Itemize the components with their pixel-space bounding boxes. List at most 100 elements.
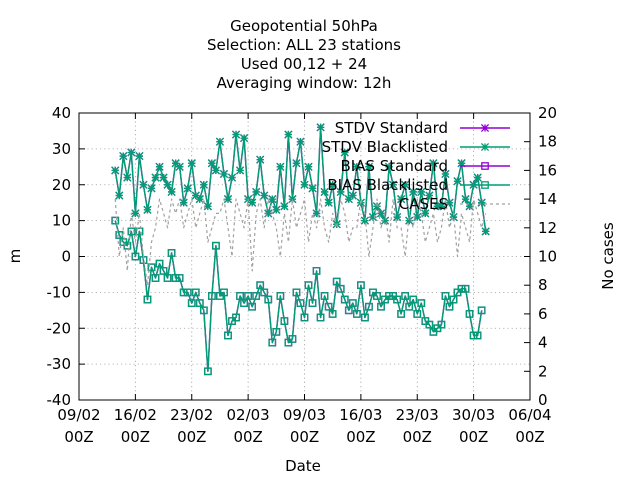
x-tick-label-time: 00Z xyxy=(515,428,544,446)
data-point xyxy=(340,295,349,304)
data-point xyxy=(405,216,414,225)
series-layer xyxy=(111,123,490,376)
data-point xyxy=(208,292,216,300)
data-point xyxy=(312,209,321,218)
data-point xyxy=(155,162,164,171)
data-point xyxy=(469,331,478,340)
data-point xyxy=(348,299,357,307)
data-point xyxy=(171,274,180,282)
y2-tick-label: 10 xyxy=(538,248,557,266)
data-point xyxy=(115,191,124,200)
y-tick-label: 40 xyxy=(52,104,71,122)
y2-tick-label: 16 xyxy=(538,161,557,179)
data-point xyxy=(296,299,305,307)
data-point xyxy=(300,180,309,189)
data-point xyxy=(179,198,188,207)
data-point xyxy=(336,284,345,293)
data-point xyxy=(385,292,393,300)
data-point xyxy=(119,151,128,161)
data-point xyxy=(175,274,184,282)
y2-tick-label: 14 xyxy=(538,190,557,208)
data-point xyxy=(340,148,349,157)
data-point xyxy=(260,191,269,200)
x-tick-label-time: 00Z xyxy=(346,428,375,446)
data-point xyxy=(123,173,132,182)
data-point xyxy=(324,302,333,311)
data-point xyxy=(151,173,160,182)
data-point xyxy=(240,299,248,307)
data-point xyxy=(457,284,466,293)
data-point xyxy=(183,288,192,297)
data-point xyxy=(413,212,422,222)
data-point xyxy=(147,263,156,272)
data-point xyxy=(397,195,406,204)
y2-tick-label: 0 xyxy=(538,391,548,409)
data-point xyxy=(143,295,152,304)
data-point xyxy=(199,180,208,189)
data-point xyxy=(425,320,434,329)
x-tick-label-time: 00Z xyxy=(290,428,319,446)
data-point xyxy=(360,216,369,225)
x-tick-label-date: 30/03 xyxy=(452,406,495,424)
data-point xyxy=(477,198,486,207)
axes-layer: -40 -30 -20 -10 0 10 20 30 40 0 2 4 6 8 10 12 14 16 18 20 09… xyxy=(47,104,558,446)
y2-tick-label: 12 xyxy=(538,219,557,237)
data-point xyxy=(207,159,216,168)
data-point xyxy=(368,212,378,222)
x-tick-label-date: 23/02 xyxy=(170,406,213,424)
x-tick-label-time: 00Z xyxy=(459,428,488,446)
data-point xyxy=(473,173,482,182)
data-point xyxy=(320,187,329,196)
legend-entry: BIAS Blacklisted xyxy=(327,176,510,194)
data-point xyxy=(191,288,200,297)
data-point xyxy=(465,310,474,318)
x-tick-label-date: 16/03 xyxy=(339,406,382,424)
y2-axis-label: No cases xyxy=(599,222,617,290)
data-point xyxy=(364,162,373,171)
data-point xyxy=(179,288,188,297)
data-point xyxy=(389,180,398,189)
legend-marker xyxy=(481,162,489,170)
data-point xyxy=(272,327,281,336)
legend-entry: CASES xyxy=(399,195,510,213)
legend-entry: STDV Standard xyxy=(335,119,510,137)
data-point xyxy=(264,209,273,218)
data-point xyxy=(187,299,196,307)
x-tick-label-time: 00Z xyxy=(233,428,262,446)
data-point xyxy=(316,313,325,322)
data-point xyxy=(445,302,454,311)
data-point xyxy=(211,166,220,175)
data-point xyxy=(385,162,394,171)
data-point xyxy=(405,302,414,311)
data-point xyxy=(417,299,426,307)
legend-marker xyxy=(480,123,490,133)
data-point xyxy=(220,288,228,297)
data-point xyxy=(324,198,333,207)
data-point xyxy=(457,159,466,168)
data-point xyxy=(231,130,241,139)
data-point xyxy=(236,166,245,175)
series-cases xyxy=(114,198,487,286)
y-axis-label: m xyxy=(6,249,24,264)
data-point xyxy=(163,274,172,282)
data-point xyxy=(143,205,152,214)
data-point xyxy=(409,187,418,196)
data-point xyxy=(316,123,325,132)
data-point xyxy=(292,288,301,297)
data-point xyxy=(409,295,418,304)
data-point xyxy=(393,295,401,304)
data-point xyxy=(147,184,156,193)
data-point xyxy=(127,227,136,236)
data-point xyxy=(252,187,261,196)
data-point xyxy=(195,195,204,204)
data-point xyxy=(272,205,281,214)
y-tick-label: -40 xyxy=(47,391,72,409)
title-line-1: Selection: ALL 23 stations xyxy=(207,36,401,54)
data-point xyxy=(441,169,450,179)
data-point xyxy=(191,191,200,200)
data-point xyxy=(260,288,269,297)
data-point xyxy=(252,292,261,300)
data-point xyxy=(268,195,277,204)
legend-marker xyxy=(481,181,489,189)
